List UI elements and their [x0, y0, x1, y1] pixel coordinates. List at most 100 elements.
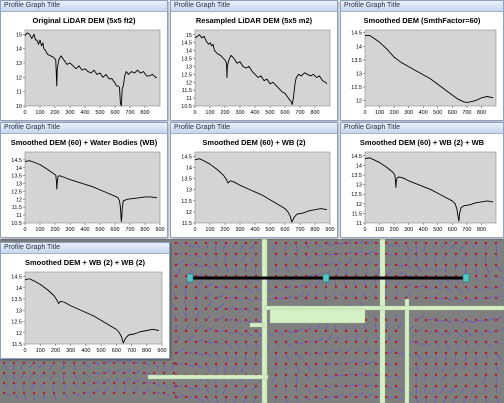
x-tick-label: 400 [80, 110, 89, 116]
flow-line [62, 362, 65, 370]
flow-point [344, 296, 348, 300]
flow-line [3, 382, 9, 389]
flow-point [494, 318, 498, 322]
window-titlebar[interactable]: Profile Graph Title [341, 123, 503, 134]
window-titlebar[interactable]: Profile Graph Title [1, 1, 167, 12]
flow-point [184, 351, 188, 355]
flow-point [224, 340, 228, 344]
profile-line [364, 157, 494, 222]
flow-point [444, 263, 448, 267]
flow-point [314, 241, 318, 245]
flow-point [132, 391, 136, 395]
flow-point [394, 351, 398, 355]
transect-vertex[interactable] [462, 273, 470, 283]
flow-point [132, 361, 136, 365]
flow-point [314, 252, 318, 256]
window-titlebar[interactable]: Profile Graph Title [1, 123, 167, 134]
flow-line [49, 362, 55, 370]
flow-point [384, 395, 388, 399]
flow-point [494, 340, 498, 344]
water-body [147, 374, 269, 380]
flow-point [194, 241, 198, 245]
x-tick-label: 600 [112, 348, 121, 354]
flow-point [474, 285, 478, 289]
flow-point [92, 391, 96, 395]
flow-point [234, 241, 238, 245]
chart-title: Resampled LiDAR DEM (5x5 m2) [196, 16, 313, 25]
profile-chart-3: Smoothed DEM (SmthFactor=60) 12 12.5 13 13.5… [351, 16, 497, 116]
flow-point [204, 395, 208, 399]
flow-point [434, 362, 438, 366]
window-title: Profile Graph Title [344, 124, 401, 131]
profile-graph-window-6[interactable]: Profile Graph Title Smoothed DEM (60) + … [340, 122, 504, 238]
flow-point [184, 318, 188, 322]
flow-point [484, 318, 488, 322]
x-tick-label: 800 [140, 227, 149, 233]
flow-point [274, 241, 278, 245]
flow-point [474, 373, 478, 377]
flow-point [394, 373, 398, 377]
y-tick-label: 14.5 [11, 158, 22, 164]
flow-point [484, 384, 488, 388]
flow-point [414, 241, 418, 245]
flow-point [172, 391, 176, 395]
window-titlebar[interactable]: Profile Graph Title [1, 243, 169, 254]
transect-vertex[interactable] [322, 273, 330, 283]
window-title: Profile Graph Title [4, 244, 61, 251]
window-titlebar[interactable]: Profile Graph Title [171, 1, 337, 12]
x-tick-label: 500 [97, 348, 106, 354]
flow-point [294, 285, 298, 289]
flow-point [214, 329, 218, 333]
flow-point [294, 252, 298, 256]
flow-point [174, 307, 178, 311]
flow-point [244, 329, 248, 333]
profile-chart-7: Smoothed DEM + WB (2) + WB (2) 11.5 12 12.5… [11, 258, 166, 354]
flow-point [254, 384, 258, 388]
flow-point [364, 318, 368, 322]
flow-point [394, 340, 398, 344]
window-titlebar[interactable]: Profile Graph Title [341, 1, 503, 12]
flow-point [414, 384, 418, 388]
flow-point [204, 340, 208, 344]
flow-point [494, 373, 498, 377]
profile-graph-window-3[interactable]: Profile Graph Title Smoothed DEM (SmthFa… [340, 0, 504, 121]
profile-graph-window-5[interactable]: Profile Graph Title Smoothed DEM (60) + … [170, 122, 338, 238]
y-tick-label: 10.5 [11, 221, 22, 227]
flow-point [142, 361, 146, 365]
x-tick-label: 300 [404, 227, 413, 233]
flow-point [184, 340, 188, 344]
flow-point [52, 361, 56, 365]
transect-vertex[interactable] [186, 273, 194, 283]
flow-point [224, 296, 228, 300]
profile-line [24, 32, 157, 107]
flow-point [374, 285, 378, 289]
flow-point [214, 241, 218, 245]
flow-point [194, 285, 198, 289]
profile-graph-window-4[interactable]: Profile Graph Title Smoothed DEM (60) + … [0, 122, 168, 238]
flow-point [22, 371, 26, 375]
profile-graph-window-1[interactable]: Profile Graph Title Original LiDAR DEM (… [0, 0, 168, 121]
flow-line [133, 371, 141, 374]
flow-point [484, 263, 488, 267]
flow-point [234, 318, 238, 322]
profile-graph-window-2[interactable]: Profile Graph Title Resampled LiDAR DEM … [170, 0, 338, 121]
flow-point [334, 362, 338, 366]
y-tick-label: 14.5 [181, 41, 192, 47]
flow-point [494, 329, 498, 333]
flow-point [474, 274, 478, 278]
window-titlebar[interactable]: Profile Graph Title [171, 123, 337, 134]
flow-point [194, 296, 198, 300]
flow-point [444, 373, 448, 377]
profile-graph-window-7[interactable]: Profile Graph Title Smoothed DEM + WB (2… [0, 242, 170, 359]
flow-point [314, 285, 318, 289]
x-tick-label: 100 [205, 110, 214, 116]
flow-point [254, 307, 258, 311]
flow-point [374, 318, 378, 322]
flow-point [354, 384, 358, 388]
flow-point [344, 241, 348, 245]
flow-point [334, 384, 338, 388]
flow-line [113, 377, 120, 384]
flow-point [244, 318, 248, 322]
flow-point [224, 307, 228, 311]
flow-point [494, 274, 498, 278]
